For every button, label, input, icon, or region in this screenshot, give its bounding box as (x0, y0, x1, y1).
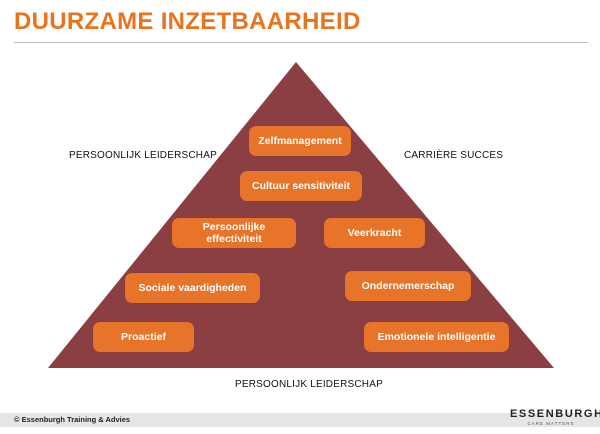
label-left: PERSOONLIJK LEIDERSCHAP (69, 150, 217, 161)
logo-tagline: CARE MATTERS (527, 421, 575, 426)
pill-persoonlijke-effectiviteit: Persoonlijke effectiviteit (172, 218, 296, 248)
label-bottom: PERSOONLIJK LEIDERSCHAP (235, 379, 383, 390)
pill-cultuur-sensitiviteit: Cultuur sensitiviteit (240, 171, 362, 201)
label-right: CARRIÈRE SUCCES (404, 150, 504, 161)
pill-zelfmanagement: Zelfmanagement (249, 126, 351, 156)
page-title: DUURZAME INZETBAARHEID (14, 8, 361, 35)
pill-emotionele-intelligentie: Emotionele intelligentie (364, 322, 509, 352)
pill-sociale-vaardigheden: Sociale vaardigheden (125, 273, 260, 303)
footer-copyright: © Essenburgh Training & Advies (14, 415, 131, 424)
pill-ondernemerschap: Ondernemerschap (345, 271, 471, 301)
footer-bar (0, 413, 600, 427)
title-divider (14, 42, 588, 43)
pill-proactief: Proactief (93, 322, 194, 352)
company-logo: ESSENBURGH CARE MATTERS (510, 408, 600, 430)
logo-name: ESSENBURGH (510, 408, 600, 420)
pill-veerkracht: Veerkracht (324, 218, 425, 248)
